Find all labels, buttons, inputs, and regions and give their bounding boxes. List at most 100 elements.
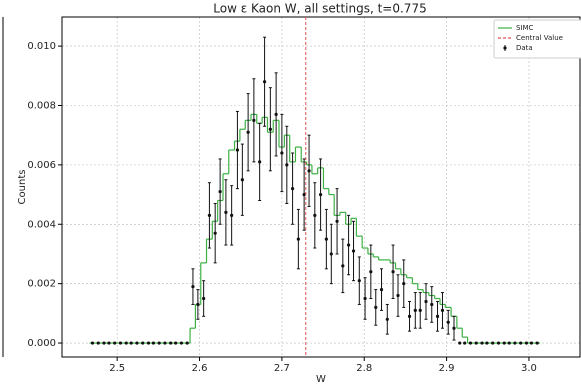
data-point	[146, 341, 151, 345]
data-point	[302, 192, 306, 197]
data-point	[430, 302, 434, 307]
data-point	[485, 341, 489, 345]
data-point	[174, 341, 178, 345]
chart-title: Low ε Kaon W, all settings, t=0.775	[213, 2, 426, 16]
legend-swatch	[503, 46, 507, 50]
data-point	[290, 187, 295, 191]
x-tick-label: 2.6	[192, 363, 208, 374]
data-point	[118, 341, 123, 345]
data-point	[240, 178, 244, 182]
data-point	[296, 237, 300, 241]
data-point	[424, 299, 428, 304]
data-point	[129, 341, 133, 345]
legend-label: Central Value	[516, 34, 563, 42]
data-point	[262, 80, 267, 84]
data-point	[418, 308, 422, 312]
data-point	[335, 219, 339, 223]
data-point	[169, 341, 173, 345]
data-point	[268, 127, 272, 131]
data-point	[313, 213, 317, 217]
data-point	[407, 314, 412, 318]
data-point	[468, 341, 473, 345]
data-point	[463, 341, 467, 345]
data-point	[502, 341, 506, 345]
legend-box	[493, 19, 581, 59]
data-point	[179, 341, 184, 345]
x-axis-label: W	[316, 374, 326, 385]
data-point	[157, 341, 161, 345]
data-point	[369, 270, 373, 274]
data-point	[124, 341, 128, 345]
data-point	[524, 341, 529, 345]
data-point	[107, 341, 111, 345]
data-point	[440, 308, 445, 312]
y-axis-label: Counts	[17, 170, 28, 205]
data-point	[235, 148, 240, 152]
y-tick-label: 0.010	[27, 41, 56, 52]
legend-label: SIMC	[516, 24, 534, 32]
data-point	[480, 341, 484, 345]
data-point	[102, 341, 106, 345]
data-point	[402, 282, 406, 286]
data-point	[191, 285, 195, 289]
data-point	[185, 341, 189, 345]
x-tick-label: 2.8	[356, 363, 372, 374]
data-point	[280, 151, 284, 155]
data-point	[324, 237, 328, 241]
data-point	[135, 341, 139, 345]
data-point	[202, 296, 206, 301]
data-point	[318, 192, 323, 197]
data-point	[435, 314, 440, 318]
data-point	[363, 296, 367, 301]
y-tick-label: 0.004	[27, 219, 56, 230]
data-point	[374, 305, 378, 310]
data-point	[346, 243, 351, 247]
legend-label: Data	[516, 44, 533, 52]
data-point	[491, 341, 495, 345]
data-point	[113, 341, 117, 345]
data-point	[507, 341, 511, 345]
data-point	[496, 341, 501, 345]
data-point	[385, 317, 389, 321]
data-point	[207, 213, 212, 217]
x-tick-label: 2.9	[439, 363, 455, 374]
y-tick-label: 0.000	[27, 338, 56, 349]
data-point	[329, 252, 333, 256]
data-point	[90, 341, 95, 345]
x-tick-label: 3.0	[521, 363, 537, 374]
x-tick-label: 2.7	[274, 363, 290, 374]
data-point	[224, 210, 228, 214]
data-point	[230, 213, 234, 217]
data-point	[379, 287, 384, 292]
data-point	[351, 249, 356, 253]
data-point	[252, 118, 256, 122]
plot-frame	[61, 16, 581, 358]
data-point	[213, 231, 217, 235]
data-point	[141, 341, 145, 345]
data-point	[535, 341, 539, 345]
data-point	[258, 160, 262, 164]
data-point	[196, 302, 200, 307]
data-point	[96, 341, 100, 345]
data-point	[285, 163, 289, 167]
y-tick-label: 0.008	[27, 100, 56, 111]
data-point	[391, 270, 395, 274]
data-point	[357, 279, 361, 283]
data-point	[246, 130, 250, 134]
y-tick-label: 0.002	[27, 279, 56, 290]
data-point	[396, 293, 400, 298]
data-point	[307, 169, 311, 173]
data-point	[513, 341, 517, 345]
data-point	[274, 112, 278, 116]
y-tick-label: 0.006	[27, 160, 56, 171]
data-point	[446, 320, 450, 324]
data-point	[218, 190, 222, 194]
data-point	[474, 341, 478, 345]
data-point	[458, 341, 462, 345]
data-point	[529, 341, 534, 345]
data-point	[151, 341, 156, 345]
data-point	[163, 341, 167, 345]
x-tick-label: 2.5	[109, 363, 125, 374]
